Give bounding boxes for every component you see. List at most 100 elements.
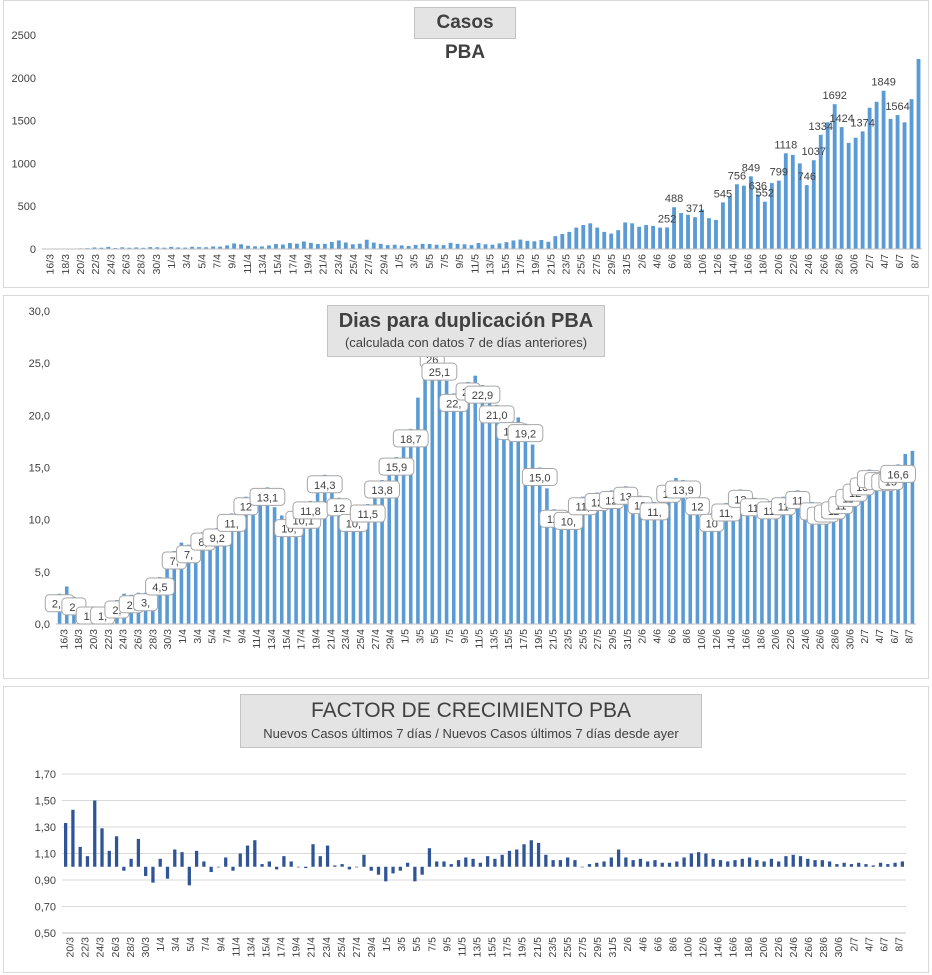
duplicacion-bar: [322, 474, 327, 624]
duplicacion-bar: [788, 495, 793, 624]
duplicacion-bar: [674, 477, 678, 624]
casos-bar: [581, 225, 586, 249]
duplicacion-bar: [265, 487, 270, 624]
duplicacion-xtick-label: 27/5: [592, 629, 604, 650]
casos-xtick-label: 15/5: [500, 254, 512, 275]
duplicacion-bar: [717, 508, 721, 624]
factor-xtick-label: 3/5: [396, 937, 408, 952]
duplicacion-xtick-label: 17/4: [296, 629, 308, 650]
factor-bar: [304, 866, 308, 869]
casos-bar: [441, 245, 446, 249]
duplicacion-data-label-box: [639, 502, 670, 521]
factor-bar: [267, 861, 271, 867]
factor-bar: [245, 845, 250, 867]
casos-chart-svg: 0 500 1000 1500 2000 2500 16/3 18/3 20/3 22/3 24/3…: [12, 30, 922, 275]
casos-bar: [651, 225, 656, 249]
duplicacion-data-label-box: [684, 497, 710, 516]
casos-data-label: 756: [728, 170, 746, 182]
casos-bar: [225, 245, 229, 249]
factor-xtick-label: 22/6: [773, 937, 785, 958]
casos-data-label: 1334: [808, 121, 832, 133]
duplicacion-data-label: 2,: [127, 600, 136, 612]
duplicacion-bar: [430, 349, 435, 624]
duplicacion-data-label: 7,: [170, 556, 179, 568]
duplicacion-bar: [236, 505, 241, 624]
factor-bar: [544, 854, 548, 867]
casos-bar: [616, 230, 621, 249]
casos-bar: [839, 127, 844, 249]
factor-bar: [660, 862, 664, 867]
factor-bar: [798, 856, 803, 867]
casos-bar: [630, 223, 635, 249]
casos-bar: [322, 243, 327, 249]
duplicacion-data-label: 9,2: [210, 533, 225, 545]
casos-bar: [371, 242, 376, 249]
duplicacion-bar: [487, 391, 492, 624]
casos-xtick-label: 14/6: [727, 254, 739, 275]
casos-bar: [378, 243, 383, 249]
factor-bar: [151, 866, 155, 883]
duplicacion-xtick-label: 25/5: [577, 629, 589, 650]
casos-bar: [637, 226, 642, 249]
factor-xtick-label: 21/4: [306, 937, 318, 958]
factor-bar: [471, 858, 475, 867]
casos-xtick-label: 12/6: [712, 254, 724, 275]
casos-xtick-label: 7/5: [439, 254, 451, 269]
duplicacion-xtick-label: 3/4: [192, 629, 204, 644]
duplicacion-ytick-label: 20,0: [29, 410, 50, 422]
casos-data-label: 488: [665, 193, 683, 205]
duplicacion-data-label: 2,: [112, 605, 121, 617]
factor-bar: [573, 860, 577, 867]
casos-xtick-label: 25/4: [348, 254, 360, 275]
duplicacion-data-label-box: [478, 405, 515, 424]
factor-bar: [85, 856, 90, 867]
duplicacion-bar: [444, 380, 449, 624]
factor-bar: [777, 861, 781, 867]
factor-bar: [842, 862, 846, 867]
duplicacion-xtick-label: 16/6: [740, 629, 752, 650]
duplicacion-bar: [279, 515, 284, 624]
factor-bar: [194, 850, 199, 867]
duplicacion-data-label: 12: [333, 503, 345, 515]
duplicacion-bar: [638, 495, 642, 624]
duplicacion-xtick-label: 30/3: [162, 629, 174, 650]
duplicacion-bar: [423, 353, 427, 624]
casos-bar: [504, 242, 509, 249]
factor-bar: [122, 866, 126, 871]
factor-xtick-label: 5/5: [411, 937, 423, 952]
duplicacion-data-label: 3,: [141, 598, 150, 610]
duplicacion-bar: [666, 484, 671, 624]
duplicacion-data-label-box: [507, 424, 544, 443]
casos-bar: [881, 90, 886, 249]
factor-bar: [289, 861, 293, 867]
factor-xtick-label: 1/4: [155, 937, 167, 952]
duplicacion-ytick-label: 0,0: [35, 619, 50, 631]
duplicacion-bar: [889, 471, 893, 624]
factor-bar: [442, 861, 446, 867]
factor-bar: [653, 860, 657, 867]
factor-bar: [275, 866, 279, 870]
casos-data-label: 371: [686, 203, 704, 215]
duplicacion-data-label: 22,9: [472, 390, 493, 402]
duplicacion-bar: [251, 490, 255, 624]
duplicacion-xtick-label: 11/4: [251, 629, 263, 649]
casos-bar: [735, 184, 739, 249]
casos-xtick-label: 29/4: [378, 254, 390, 275]
duplicacion-xtick-label: 26/6: [815, 629, 827, 650]
casos-xtick-label: 18/6: [758, 254, 770, 275]
duplicacion-xtick-label: 1/4: [177, 629, 189, 644]
duplicacion-bar: [731, 491, 736, 624]
duplicacion-data-label: 15,0: [529, 473, 550, 485]
casos-bar: [99, 247, 104, 249]
factor-bar: [616, 849, 621, 867]
duplicacion-chart-svg: 0,05,010,015,020,025,030,016/3 18/3 20/3 22…: [29, 306, 916, 650]
duplicacion-bar: [881, 472, 886, 624]
casos-bar: [532, 241, 537, 249]
factor-xtick-label: 16/6: [728, 937, 740, 958]
casos-data-label: 1037: [802, 146, 826, 158]
factor-xtick-label: 27/5: [577, 937, 589, 958]
duplicacion-xtick-label: 19/5: [533, 629, 545, 650]
duplicacion-xtick-label: 26/3: [133, 629, 145, 650]
duplicacion-bar: [566, 511, 571, 624]
duplicacion-xtick-label: 23/4: [340, 629, 352, 650]
